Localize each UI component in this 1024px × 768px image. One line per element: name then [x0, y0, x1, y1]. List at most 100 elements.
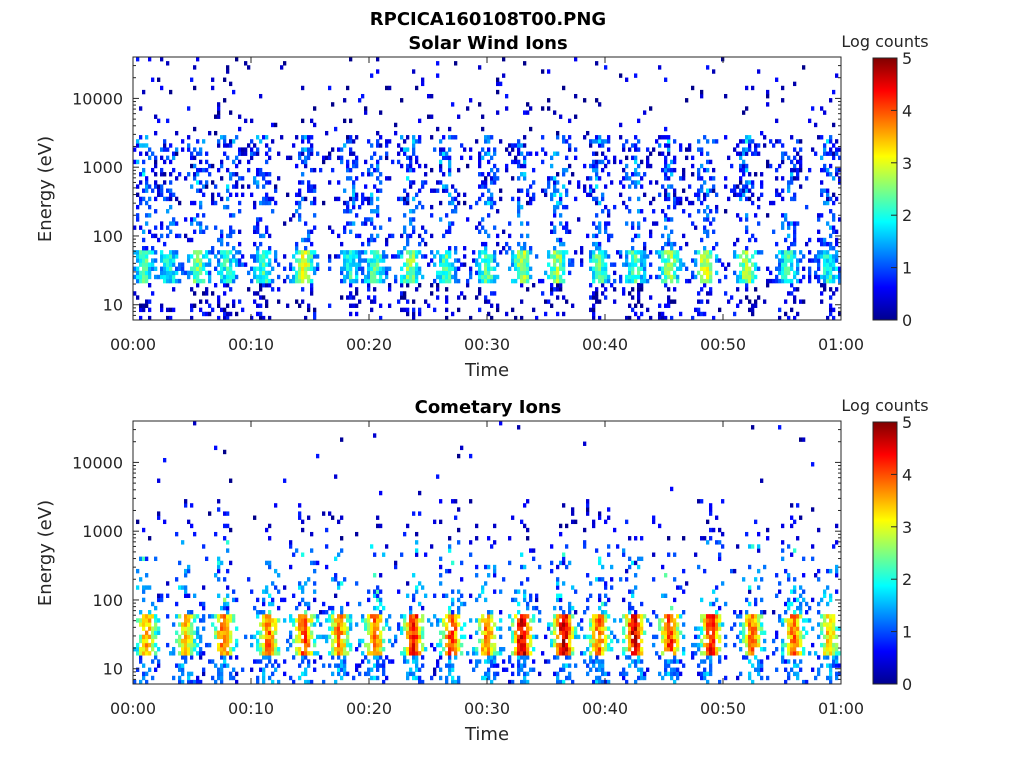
heatmap-cell: [592, 278, 596, 284]
heatmap-cell: [586, 605, 590, 611]
heatmap-cell: [700, 614, 704, 619]
heatmap-cell: [601, 564, 605, 570]
heatmap-cell: [154, 642, 158, 648]
heatmap-cell: [265, 560, 269, 566]
heatmap-cell: [346, 642, 350, 648]
heatmap-cell: [154, 605, 158, 611]
heatmap-cell: [322, 634, 326, 640]
heatmap-cell: [403, 188, 407, 193]
heatmap-cell: [505, 241, 509, 247]
heatmap-cell: [568, 655, 572, 660]
heatmap-cell: [829, 147, 833, 152]
heatmap-cell: [187, 564, 191, 570]
heatmap-cell: [646, 155, 650, 161]
heatmap-cell: [601, 638, 605, 644]
heatmap-cell: [184, 659, 188, 664]
heatmap-cell: [643, 270, 647, 276]
heatmap-cell: [475, 597, 479, 603]
heatmap-cell: [667, 139, 671, 144]
heatmap-cell: [187, 614, 191, 619]
heatmap-cell: [625, 577, 629, 582]
heatmap-cell: [349, 139, 353, 144]
heatmap-cell: [232, 270, 236, 276]
heatmap-cell: [349, 274, 353, 280]
heatmap-cell: [487, 200, 491, 206]
heatmap-cell: [715, 634, 719, 640]
heatmap-cell: [760, 192, 764, 198]
heatmap-cell: [424, 254, 428, 259]
heatmap-cell: [553, 270, 557, 276]
heatmap-cell: [607, 679, 611, 685]
heatmap-cell: [169, 180, 173, 185]
heatmap-cell: [490, 258, 494, 263]
heatmap-cell: [376, 188, 380, 193]
heatmap-cell: [661, 278, 665, 284]
heatmap-cell: [400, 233, 404, 239]
heatmap-cell: [361, 172, 365, 177]
heatmap-cell: [256, 217, 260, 222]
heatmap-cell: [562, 634, 566, 640]
heatmap-cell: [748, 188, 752, 193]
heatmap-cell: [583, 188, 587, 193]
heatmap-cell: [322, 601, 326, 607]
heatmap-cell: [796, 311, 800, 317]
heatmap-cell: [145, 221, 149, 226]
heatmap-cell: [664, 196, 668, 202]
heatmap-cell: [274, 188, 278, 193]
heatmap-cell: [790, 241, 794, 247]
heatmap-cell: [754, 151, 758, 156]
heatmap-cell: [193, 630, 197, 635]
heatmap-cell: [481, 241, 485, 247]
heatmap-cell: [229, 110, 233, 115]
heatmap-cell: [553, 605, 557, 611]
heatmap-cell: [136, 143, 140, 148]
heatmap-cell: [793, 167, 797, 173]
heatmap-cell: [430, 250, 434, 255]
heatmap-cell: [670, 159, 674, 165]
heatmap-cell: [172, 675, 176, 681]
heatmap-cell: [181, 585, 185, 590]
heatmap-cell: [700, 626, 704, 631]
heatmap-cell: [511, 258, 515, 263]
heatmap-cell: [745, 135, 749, 140]
heatmap-cell: [151, 614, 155, 619]
heatmap-cell: [631, 237, 635, 243]
heatmap-cell: [232, 89, 236, 95]
heatmap-cell: [244, 147, 248, 152]
heatmap-cell: [469, 155, 473, 161]
heatmap-cell: [457, 266, 461, 271]
heatmap-cell: [412, 671, 416, 677]
heatmap-cell: [652, 577, 656, 582]
heatmap-cell: [445, 213, 449, 218]
heatmap-cell: [274, 503, 278, 508]
heatmap-cell: [523, 163, 527, 169]
heatmap-cell: [367, 589, 371, 594]
heatmap-cell: [196, 262, 200, 267]
heatmap-cell: [592, 291, 596, 296]
heatmap-cell: [172, 258, 176, 263]
heatmap-cell: [415, 270, 419, 276]
heatmap-cell: [205, 180, 209, 185]
heatmap-cell: [517, 196, 521, 202]
heatmap-cell: [355, 270, 359, 276]
heatmap-cell: [520, 622, 524, 627]
heatmap-cell: [337, 647, 341, 652]
heatmap-cell: [532, 614, 536, 619]
heatmap-cell: [454, 246, 458, 251]
heatmap-cell: [619, 274, 623, 280]
heatmap-cell: [520, 188, 524, 193]
heatmap-cell: [634, 274, 638, 280]
heatmap-cell: [370, 155, 374, 161]
heatmap-cell: [706, 217, 710, 222]
heatmap-cell: [208, 659, 212, 664]
heatmap-cell: [559, 642, 563, 648]
heatmap-cell: [481, 250, 485, 255]
heatmap-cell: [631, 155, 635, 161]
heatmap-cell: [793, 237, 797, 243]
heatmap-cell: [640, 209, 644, 214]
heatmap-cell: [181, 642, 185, 648]
heatmap-cell: [421, 655, 425, 660]
heatmap-cell: [823, 270, 827, 276]
heatmap-cell: [610, 283, 614, 288]
heatmap-cell: [238, 229, 242, 234]
